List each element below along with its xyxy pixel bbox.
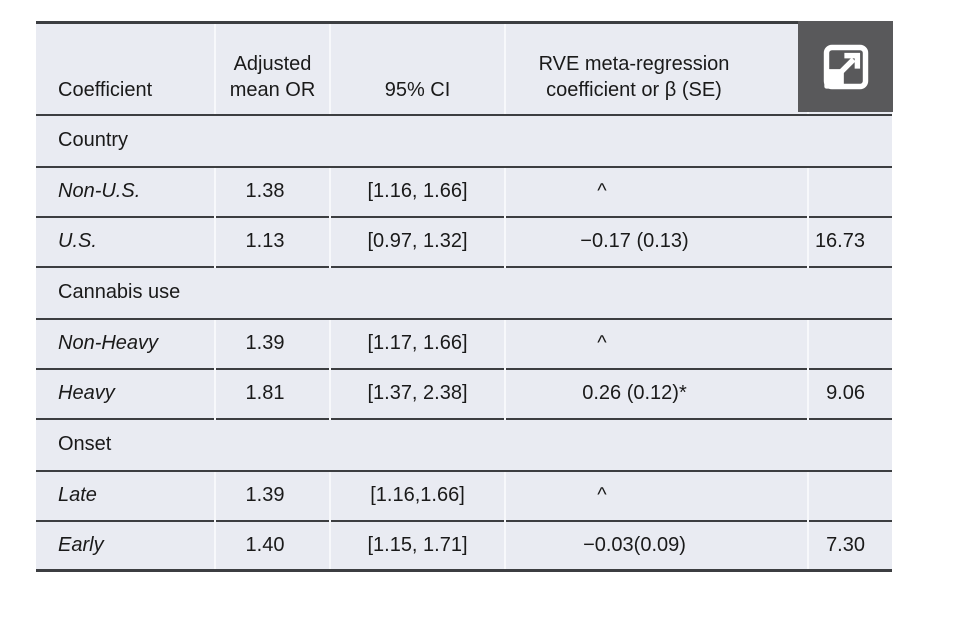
cell-q-stat (807, 165, 892, 217)
cell-rve-coefficient: −0.17 (0.13) (504, 215, 808, 267)
cell-adjusted-mean-or: 1.39 (214, 317, 330, 369)
expand-icon (820, 41, 872, 93)
col-header-rve-coefficient: RVE meta-regression coefficient or β (SE… (504, 22, 808, 116)
table-row-heavy: Heavy 1.81 [1.37, 2.38] 0.26 (0.12)* 9.0… (36, 367, 892, 419)
meta-regression-table: Coefficient Adjusted mean OR 95% CI RVE … (36, 21, 892, 572)
cell-q-stat (807, 317, 892, 369)
row-label: Non-U.S. (36, 165, 215, 217)
section-row-country: Country (36, 113, 892, 167)
col-header-95-ci: 95% CI (329, 22, 505, 116)
cell-ci: [1.17, 1.66] (329, 317, 505, 369)
section-row-cannabis-use: Cannabis use (36, 265, 892, 319)
cell-q-stat: 16.73 (807, 215, 892, 267)
cell-adjusted-mean-or: 1.40 (214, 519, 330, 571)
section-label: Onset (36, 417, 892, 471)
row-label: Non-Heavy (36, 317, 215, 369)
cell-q-stat: 7.30 (807, 519, 892, 571)
row-label: U.S. (36, 215, 215, 267)
table-row-us: U.S. 1.13 [0.97, 1.32] −0.17 (0.13) 16.7… (36, 215, 892, 267)
cell-ci: [1.16, 1.66] (329, 165, 505, 217)
cell-rve-coefficient: ^ (504, 165, 808, 217)
table-row-non-us: Non-U.S. 1.38 [1.16, 1.66] ^ (36, 165, 892, 217)
cell-rve-coefficient: ^ (504, 469, 808, 521)
cell-adjusted-mean-or: 1.38 (214, 165, 330, 217)
table-row-non-heavy: Non-Heavy 1.39 [1.17, 1.66] ^ (36, 317, 892, 369)
cell-ci: [0.97, 1.32] (329, 215, 505, 267)
cell-rve-coefficient: −0.03(0.09) (504, 519, 808, 571)
table-row-late: Late 1.39 [1.16,1.66] ^ (36, 469, 892, 521)
row-label: Late (36, 469, 215, 521)
table-row-early: Early 1.40 [1.15, 1.71] −0.03(0.09) 7.30 (36, 519, 892, 571)
cell-rve-coefficient: ^ (504, 317, 808, 369)
section-label: Cannabis use (36, 265, 892, 319)
col-header-adjusted-mean-or: Adjusted mean OR (214, 22, 330, 116)
row-label: Heavy (36, 367, 215, 419)
section-row-onset: Onset (36, 417, 892, 471)
cell-q-stat: 9.06 (807, 367, 892, 419)
cell-ci: [1.37, 2.38] (329, 367, 505, 419)
cell-adjusted-mean-or: 1.81 (214, 367, 330, 419)
row-label: Early (36, 519, 215, 571)
expand-table-button[interactable] (798, 21, 893, 112)
cell-ci: [1.15, 1.71] (329, 519, 505, 571)
cell-rve-coefficient: 0.26 (0.12)* (504, 367, 808, 419)
cell-ci: [1.16,1.66] (329, 469, 505, 521)
cell-adjusted-mean-or: 1.39 (214, 469, 330, 521)
cell-q-stat (807, 469, 892, 521)
cell-adjusted-mean-or: 1.13 (214, 215, 330, 267)
col-header-coefficient: Coefficient (36, 22, 215, 116)
header-row: Coefficient Adjusted mean OR 95% CI RVE … (36, 22, 892, 116)
section-label: Country (36, 113, 892, 167)
